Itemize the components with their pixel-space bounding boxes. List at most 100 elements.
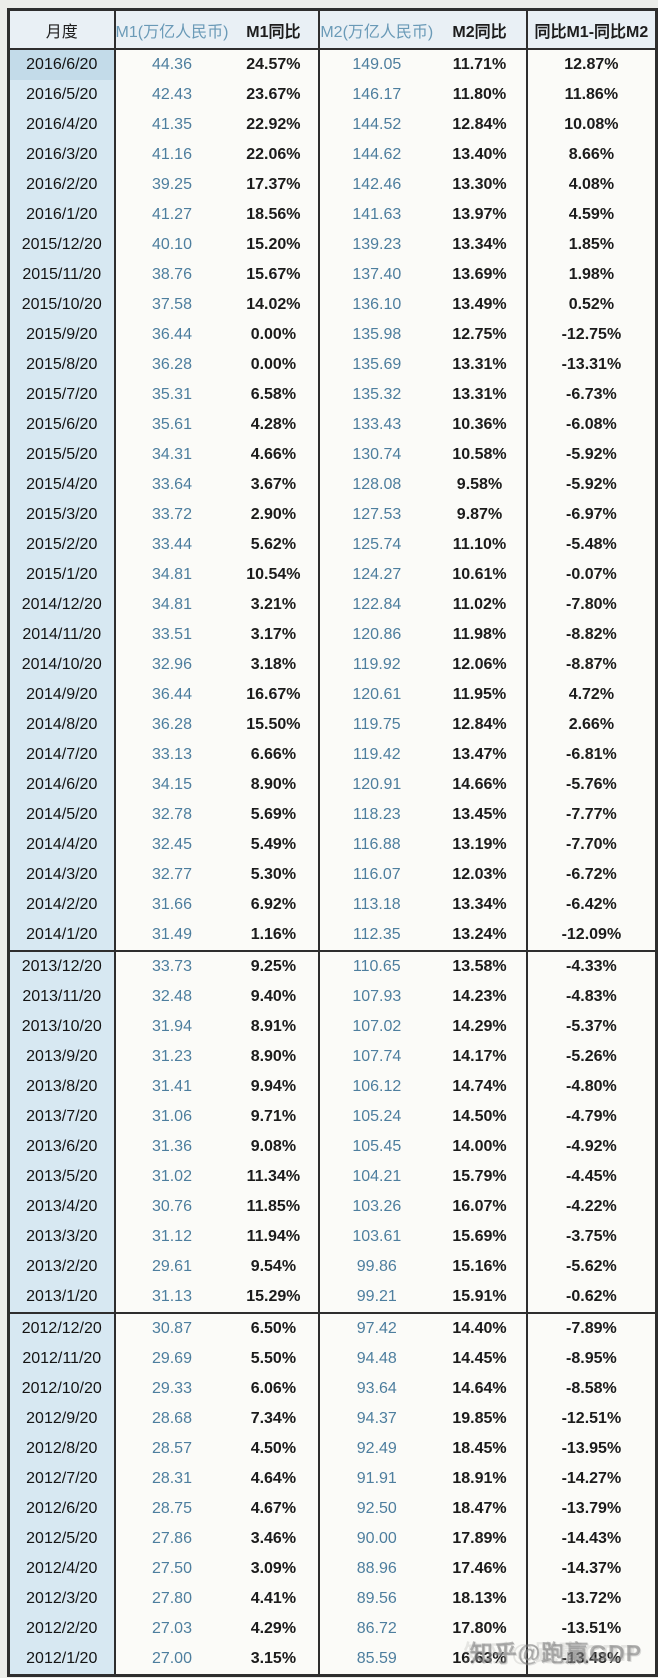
- month-cell: 2013/1/20: [8, 1282, 116, 1314]
- m2-value-cell: 88.96: [356, 1560, 397, 1577]
- month-cell: 2016/6/20: [8, 49, 116, 80]
- m2-value-cell: 133.43: [352, 416, 402, 433]
- yoy-diff-cell: 4.72%: [568, 686, 615, 703]
- month-cell: 2016/3/20: [8, 140, 116, 170]
- yoy-diff-cell: -4.80%: [566, 1078, 617, 1095]
- m1-yoy-cell: 0.00%: [228, 350, 321, 380]
- month-cell: 2014/11/20: [8, 620, 116, 650]
- yoy-diff-cell: -7.70%: [566, 836, 617, 853]
- m1-yoy-cell: 4.28%: [228, 410, 321, 440]
- table-row: 2012/9/20 28.68 7.34% 94.37 19.85% -12.51%: [8, 1404, 657, 1434]
- m1-m2-money-supply-table: 月度 M1(万亿人民币) M1同比 M2(万亿人民币) M2同比 同比M1-同比…: [7, 8, 658, 1677]
- yoy-diff-cell: -5.76%: [566, 776, 617, 793]
- table-row: 2012/6/20 28.75 4.67% 92.50 18.47% -13.79%: [8, 1494, 657, 1524]
- m1-yoy-cell: 9.08%: [228, 1132, 321, 1162]
- m2-yoy-cell: 11.02%: [433, 590, 528, 620]
- table-row: 2013/12/20 33.73 9.25% 110.65 13.58% -4.33%: [8, 951, 657, 982]
- month-cell: 2012/5/20: [8, 1524, 116, 1554]
- m1-yoy-cell: 11.94%: [228, 1222, 321, 1252]
- table-row: 2015/9/20 36.44 0.00% 135.98 12.75% -12.75%: [8, 320, 657, 350]
- m1-value-cell: 35.61: [151, 416, 192, 433]
- m1-yoy-cell: 24.57%: [228, 49, 321, 80]
- m1-yoy-cell: 5.62%: [228, 530, 321, 560]
- table-row: 2013/6/20 31.36 9.08% 105.45 14.00% -4.92%: [8, 1132, 657, 1162]
- m1-yoy-cell: 3.15%: [228, 1644, 321, 1676]
- table-row: 2012/12/20 30.87 6.50% 97.42 14.40% -7.89%: [8, 1313, 657, 1344]
- m2-value-cell: 107.74: [352, 1048, 402, 1065]
- month-cell: 2013/10/20: [8, 1012, 116, 1042]
- yoy-diff-cell: -6.42%: [566, 896, 617, 913]
- yoy-diff-cell: -5.26%: [566, 1048, 617, 1065]
- m2-yoy-cell: 11.10%: [433, 530, 528, 560]
- yoy-diff-cell: -7.89%: [566, 1320, 617, 1337]
- m2-value-cell: 142.46: [352, 176, 402, 193]
- table-row: 2012/1/20 27.00 3.15% 85.59 16.63% -13.48%: [8, 1644, 657, 1676]
- m1-value-cell: 32.96: [151, 656, 192, 673]
- m1-value-cell: 32.48: [151, 988, 192, 1005]
- m2-value-cell: 139.23: [352, 236, 402, 253]
- m2-yoy-cell: 12.03%: [433, 860, 528, 890]
- m2-value-cell: 120.61: [352, 686, 402, 703]
- m2-value-cell: 91.91: [356, 1470, 397, 1487]
- m2-value-cell: 110.65: [352, 958, 401, 975]
- m2-value-cell: 94.48: [356, 1350, 397, 1367]
- m2-value-cell: 107.93: [352, 988, 402, 1005]
- m1-value-cell: 36.28: [151, 356, 192, 373]
- m2-yoy-cell: 12.84%: [433, 110, 528, 140]
- m1-value-cell: 44.36: [151, 56, 192, 73]
- month-cell: 2012/2/20: [8, 1614, 116, 1644]
- m1-yoy-cell: 3.09%: [228, 1554, 321, 1584]
- yoy-diff-cell: -5.62%: [566, 1258, 617, 1275]
- month-cell: 2012/10/20: [8, 1374, 116, 1404]
- table-row: 2014/10/20 32.96 3.18% 119.92 12.06% -8.87%: [8, 650, 657, 680]
- month-cell: 2012/12/20: [8, 1313, 116, 1344]
- m2-yoy-cell: 17.80%: [433, 1614, 528, 1644]
- m2-yoy-cell: 14.66%: [433, 770, 528, 800]
- yoy-diff-cell: -12.75%: [561, 326, 622, 343]
- m2-value-cell: 89.56: [356, 1590, 397, 1607]
- m1-value-cell: 33.13: [151, 746, 192, 763]
- m1-yoy-cell: 8.91%: [228, 1012, 321, 1042]
- m1-yoy-cell: 15.50%: [228, 710, 321, 740]
- month-cell: 2014/10/20: [8, 650, 116, 680]
- table-row: 2014/2/20 31.66 6.92% 113.18 13.34% -6.42%: [8, 890, 657, 920]
- header-m1: M1(万亿人民币): [114, 9, 229, 50]
- m2-yoy-cell: 14.29%: [433, 1012, 528, 1042]
- month-cell: 2014/3/20: [8, 860, 116, 890]
- m2-yoy-cell: 11.71%: [433, 49, 528, 80]
- m2-yoy-cell: 14.23%: [433, 982, 528, 1012]
- m2-yoy-cell: 13.31%: [433, 380, 528, 410]
- yoy-diff-cell: -14.43%: [561, 1530, 622, 1547]
- yoy-diff-cell: -4.22%: [566, 1198, 617, 1215]
- m1-yoy-cell: 17.37%: [228, 170, 321, 200]
- table-row: 2014/5/20 32.78 5.69% 118.23 13.45% -7.77%: [8, 800, 657, 830]
- m2-yoy-cell: 10.36%: [433, 410, 528, 440]
- month-cell: 2013/4/20: [8, 1192, 116, 1222]
- table-row: 2012/8/20 28.57 4.50% 92.49 18.45% -13.95%: [8, 1434, 657, 1464]
- m2-yoy-cell: 18.91%: [433, 1464, 528, 1494]
- m1-value-cell: 28.31: [151, 1470, 192, 1487]
- m2-yoy-cell: 14.00%: [433, 1132, 528, 1162]
- m2-value-cell: 116.88: [352, 836, 401, 853]
- m1-value-cell: 36.28: [151, 716, 192, 733]
- month-cell: 2015/6/20: [8, 410, 116, 440]
- month-cell: 2013/3/20: [8, 1222, 116, 1252]
- m1-value-cell: 33.73: [151, 958, 192, 975]
- table-row: 2013/1/20 31.13 15.29% 99.21 15.91% -0.62%: [8, 1282, 657, 1314]
- table-row: 2015/10/20 37.58 14.02% 136.10 13.49% 0.52%: [8, 290, 657, 320]
- m1-yoy-cell: 4.64%: [228, 1464, 321, 1494]
- header-m2: M2(万亿人民币): [319, 9, 434, 50]
- m1-yoy-cell: 5.30%: [228, 860, 321, 890]
- m2-yoy-cell: 13.19%: [433, 830, 528, 860]
- table-row: 2016/5/20 42.43 23.67% 146.17 11.80% 11.86%: [8, 80, 657, 110]
- m1-value-cell: 31.06: [151, 1108, 192, 1125]
- table-row: 2014/12/20 34.81 3.21% 122.84 11.02% -7.80%: [8, 590, 657, 620]
- m2-value-cell: 135.32: [352, 386, 402, 403]
- m2-value-cell: 146.17: [352, 86, 402, 103]
- month-cell: 2012/1/20: [8, 1644, 116, 1676]
- table-row: 2012/11/20 29.69 5.50% 94.48 14.45% -8.95%: [8, 1344, 657, 1374]
- month-cell: 2015/2/20: [8, 530, 116, 560]
- m1-yoy-cell: 23.67%: [228, 80, 321, 110]
- table-header: 月度 M1(万亿人民币) M1同比 M2(万亿人民币) M2同比 同比M1-同比…: [8, 9, 657, 50]
- month-cell: 2013/11/20: [8, 982, 116, 1012]
